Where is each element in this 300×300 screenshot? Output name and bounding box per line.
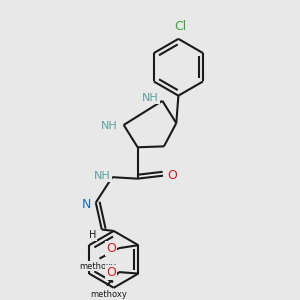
Text: N: N <box>82 199 92 212</box>
Text: methoxy: methoxy <box>90 290 127 299</box>
Text: O: O <box>167 169 177 182</box>
Text: NH: NH <box>100 122 117 131</box>
Text: O: O <box>106 242 116 255</box>
Text: NH: NH <box>94 171 111 181</box>
Text: NH: NH <box>142 93 159 103</box>
Text: O: O <box>106 266 116 279</box>
Text: H: H <box>89 230 97 240</box>
Text: methoxy: methoxy <box>80 262 116 271</box>
Text: Cl: Cl <box>174 20 186 33</box>
